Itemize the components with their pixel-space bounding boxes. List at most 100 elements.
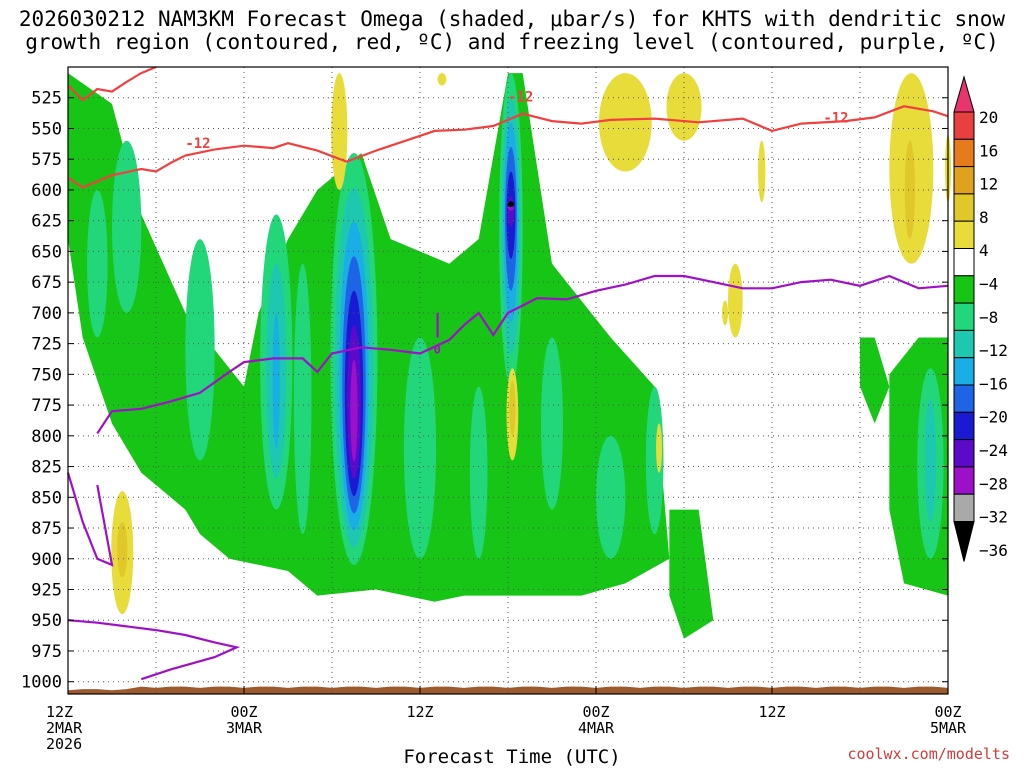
x-tick-label-12-1: 00Z: [230, 703, 257, 721]
x-tick-label-36-2: 4MAR: [578, 719, 615, 737]
omega-upper-core-level-m36: [507, 201, 514, 208]
y-tick-label-800: 800: [31, 427, 62, 447]
colorbar-label-2: 16: [979, 141, 998, 160]
omega-streak-1: [112, 140, 142, 313]
y-tick-label-750: 750: [31, 365, 62, 385]
dgz-contour-label-2: -12: [508, 89, 533, 105]
omega-streak-5: [469, 386, 488, 559]
omega-streak-4: [403, 337, 437, 559]
colorbar-segment-1: [953, 111, 975, 140]
colorbar-segment-11: [953, 384, 975, 413]
omega-subsidence-6: [437, 73, 447, 86]
y-tick-label-1000: 1000: [21, 673, 62, 693]
colorbar-label-12: −28: [979, 474, 1008, 493]
omega-subsidence-core-upper: [904, 140, 915, 240]
omega-subsidence-core-low: [117, 521, 128, 578]
y-tick-label-975: 975: [31, 642, 62, 662]
y-tick-label-550: 550: [31, 119, 62, 139]
y-tick-label-875: 875: [31, 519, 62, 539]
colorbar-label-9: −16: [979, 374, 1008, 393]
omega-region-ascent-4: [860, 337, 890, 424]
colorbar-label-8: −12: [979, 341, 1008, 360]
chart-title-line1: 2026030212 NAM3KM Forecast Omega (shaded…: [18, 7, 1006, 31]
omega-upper-core-level-m28: [507, 196, 515, 227]
y-tick-label-900: 900: [31, 550, 62, 570]
omega-region-ascent-2: [669, 509, 714, 639]
colorbar-label-7: −8: [979, 308, 998, 327]
y-tick-label-775: 775: [31, 396, 62, 416]
omega-subsidence-8: [758, 140, 766, 203]
y-tick-label-625: 625: [31, 212, 62, 232]
colorbar-label-11: −24: [979, 441, 1008, 460]
colorbar-label-6: −4: [979, 275, 998, 294]
colorbar-segment-3: [953, 166, 975, 195]
y-tick-label-700: 700: [31, 304, 62, 324]
x-tick-label-24-1: 12Z: [406, 703, 433, 721]
colorbar-segment-8: [953, 302, 975, 331]
omega-subsidence-9: [728, 263, 743, 338]
x-tick-label-0-2: 2MAR: [46, 719, 83, 737]
colorbar-segment-2: [953, 138, 975, 168]
omega-streak-9: [87, 189, 108, 338]
colorbar-label-14: −36: [979, 541, 1008, 560]
colorbar-label-10: −20: [979, 408, 1008, 427]
y-tick-label-650: 650: [31, 242, 62, 262]
terrain-surface: [68, 686, 948, 694]
omega-subsidence-7: [722, 300, 729, 326]
y-tick-label-850: 850: [31, 488, 62, 508]
y-tick-label-600: 600: [31, 181, 62, 201]
y-tick-label-925: 925: [31, 581, 62, 601]
colorbar-label-13: −32: [979, 508, 1008, 527]
y-tick-label-525: 525: [31, 89, 62, 109]
omega-subsidence-11: [656, 423, 663, 473]
x-tick-label-60-1: 00Z: [934, 703, 961, 721]
omega-early-band-level-m16: [272, 312, 280, 449]
colorbar-segment-7: [953, 275, 975, 304]
omega-streak-6: [541, 337, 563, 510]
omega-subsidence-4: [598, 73, 652, 172]
omega-late-band-level-m12: [924, 398, 937, 522]
omega-streak-7: [596, 435, 626, 559]
x-tick-label-0-1: 12Z: [46, 703, 73, 721]
omega-subsidence-core-mid: [509, 380, 516, 436]
site-credit[interactable]: coolwx.com/modelts: [847, 745, 1010, 763]
colorbar-segment-14: [953, 466, 975, 495]
dgz-contour-label-1: -12: [185, 136, 210, 152]
colorbar-segment-13: [953, 439, 975, 468]
omega-subsidence-3: [331, 73, 348, 190]
omega-subsidence-5: [666, 73, 702, 141]
omega-streak-3: [293, 263, 312, 535]
x-tick-label-12-2: 3MAR: [226, 719, 263, 737]
freezing-level-label: 0: [434, 342, 441, 356]
chart-title-line2: growth region (contoured, red, ºC) and f…: [25, 30, 999, 54]
colorbar-segment-5: [953, 220, 975, 249]
dgz-contour-main: [67, 105, 949, 189]
y-tick-label-825: 825: [31, 458, 62, 478]
omega-streak-2: [185, 239, 215, 461]
colorbar-label-4: 8: [979, 208, 989, 227]
y-tick-label-950: 950: [31, 611, 62, 631]
y-tick-label-575: 575: [31, 150, 62, 170]
colorbar-top-arrow: [953, 75, 975, 113]
freezing-level-upper: [96, 274, 949, 435]
freezing-level-lower: [67, 619, 241, 681]
colorbar-label-5: 4: [979, 241, 989, 260]
colorbar-segment-6: [953, 248, 975, 277]
x-tick-label-0-3: 2026: [46, 735, 82, 753]
colorbar-segment-15: [953, 493, 975, 523]
x-tick-label-60-2: 5MAR: [930, 719, 967, 737]
dgz-contour-upper: [67, 65, 157, 102]
colorbar-segment-10: [953, 357, 975, 386]
y-tick-label-675: 675: [31, 273, 62, 293]
colorbar-segment-9: [953, 329, 975, 359]
x-tick-label-36-1: 00Z: [582, 703, 609, 721]
y-tick-label-725: 725: [31, 335, 62, 355]
x-axis-title: Forecast Time (UTC): [403, 746, 621, 768]
plot-border: [67, 66, 949, 695]
colorbar-segment-4: [953, 193, 975, 222]
x-tick-label-48-1: 12Z: [758, 703, 785, 721]
colorbar-label-1: 20: [979, 108, 998, 127]
colorbar-label-3: 12: [979, 175, 998, 194]
colorbar-segment-12: [953, 411, 975, 441]
